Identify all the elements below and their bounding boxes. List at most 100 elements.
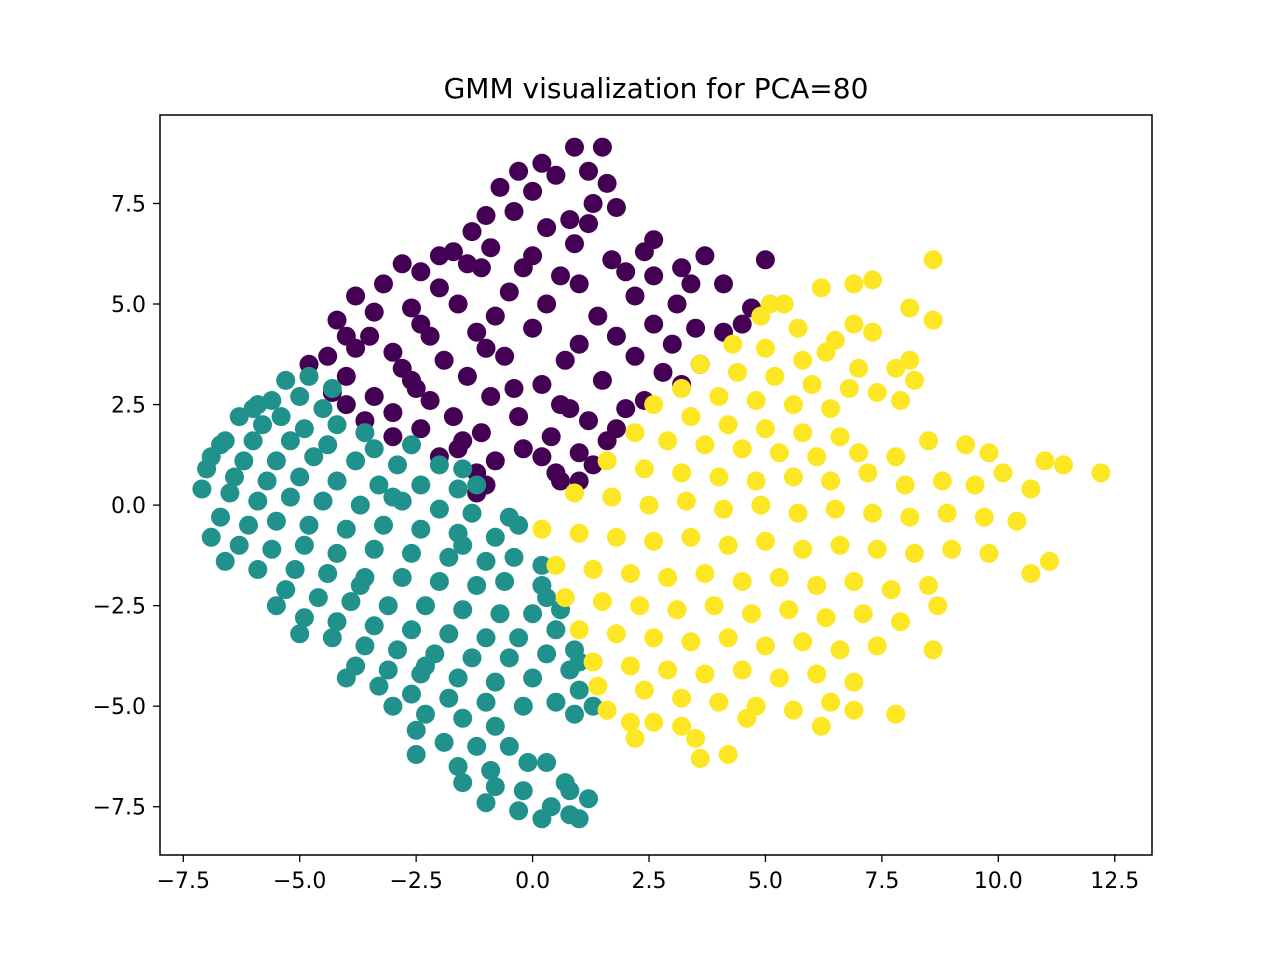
- data-point: [485, 306, 505, 326]
- data-point: [723, 334, 743, 354]
- data-point: [853, 604, 873, 624]
- data-point: [411, 262, 431, 282]
- data-point: [560, 399, 580, 419]
- data-point: [662, 334, 682, 354]
- y-tick-label: −7.5: [93, 796, 146, 821]
- x-tick-label: −7.5: [157, 869, 210, 894]
- data-point: [560, 210, 580, 230]
- data-point: [606, 419, 626, 439]
- data-point: [830, 640, 850, 660]
- data-point: [583, 652, 603, 672]
- data-point: [402, 298, 421, 318]
- data-point: [551, 471, 570, 491]
- y-axis: −7.5 −5.0 −2.5 0.0 2.5 5.0 7.5: [93, 192, 160, 821]
- data-point: [788, 318, 808, 338]
- data-point: [490, 177, 510, 197]
- data-point: [369, 676, 389, 696]
- data-point: [606, 624, 626, 644]
- data-point: [248, 491, 268, 511]
- data-point: [485, 716, 505, 736]
- data-point: [537, 644, 557, 664]
- data-point: [1007, 511, 1027, 531]
- data-point: [448, 757, 468, 776]
- data-point: [1091, 463, 1111, 483]
- data-point: [476, 338, 496, 358]
- data-point: [416, 704, 435, 724]
- data-point: [220, 483, 240, 503]
- data-point: [686, 728, 706, 748]
- data-point: [406, 379, 426, 398]
- data-point: [290, 387, 310, 406]
- data-point: [485, 451, 505, 471]
- data-point: [569, 274, 589, 294]
- data-point: [816, 608, 836, 628]
- data-point: [844, 274, 864, 294]
- data-point: [336, 395, 356, 415]
- data-point: [923, 250, 943, 270]
- data-point: [378, 660, 398, 680]
- data-point: [504, 379, 524, 398]
- data-point: [411, 314, 431, 334]
- data-point: [802, 375, 822, 394]
- data-point: [346, 338, 366, 358]
- data-point: [602, 487, 622, 507]
- data-point: [499, 282, 519, 302]
- data-point: [374, 274, 393, 294]
- data-point: [509, 801, 529, 821]
- data-point: [783, 395, 803, 415]
- data-point: [709, 467, 729, 487]
- data-point: [243, 431, 263, 451]
- data-point: [285, 560, 305, 579]
- data-point: [974, 507, 994, 527]
- data-point: [290, 624, 310, 644]
- data-point: [863, 322, 883, 342]
- data-point: [201, 527, 221, 547]
- data-point: [565, 137, 584, 157]
- data-point: [369, 475, 389, 495]
- data-point: [867, 383, 887, 402]
- data-point: [481, 761, 501, 780]
- data-point: [672, 258, 692, 278]
- data-point: [597, 173, 617, 193]
- data-point: [672, 688, 692, 708]
- data-point: [625, 286, 645, 306]
- data-point: [569, 652, 589, 672]
- data-point: [867, 539, 887, 559]
- data-point: [886, 358, 906, 378]
- data-point: [341, 592, 361, 612]
- chart-title: GMM visualization for PCA=80: [444, 72, 869, 105]
- data-point: [388, 640, 407, 660]
- data-point: [732, 314, 752, 334]
- data-point: [406, 720, 426, 740]
- data-point: [667, 600, 687, 620]
- data-point: [606, 527, 626, 547]
- data-point: [565, 234, 584, 254]
- data-point: [388, 455, 407, 475]
- data-point: [793, 423, 813, 443]
- data-point: [499, 736, 519, 756]
- data-point: [429, 455, 449, 475]
- data-point: [229, 407, 249, 427]
- x-tick-label: 0.0: [515, 869, 550, 894]
- data-point: [886, 447, 906, 467]
- data-point: [513, 439, 533, 459]
- data-point: [532, 519, 552, 539]
- data-point: [509, 515, 529, 535]
- data-point: [299, 515, 319, 535]
- data-point: [695, 664, 715, 684]
- data-point: [807, 576, 827, 595]
- data-point: [467, 322, 487, 342]
- data-point: [406, 745, 426, 764]
- data-point: [658, 660, 678, 680]
- data-point: [402, 620, 421, 640]
- data-point: [783, 700, 803, 720]
- data-point: [579, 411, 598, 431]
- data-point: [919, 431, 938, 451]
- data-point: [681, 632, 701, 652]
- data-point: [555, 350, 575, 370]
- data-point: [746, 471, 766, 491]
- data-point: [718, 745, 738, 764]
- data-point: [579, 789, 598, 809]
